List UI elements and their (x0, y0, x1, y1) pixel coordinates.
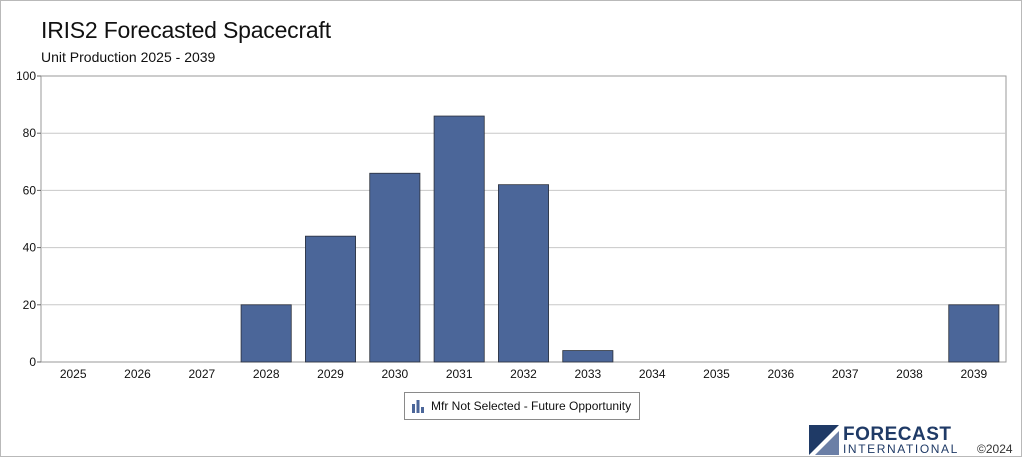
x-tick-label: 2037 (832, 367, 859, 381)
bar (369, 172, 421, 363)
x-tick-label: 2027 (188, 367, 215, 381)
bar (498, 184, 549, 363)
legend[interactable]: Mfr Not Selected - Future Opportunity (404, 392, 641, 420)
x-tick-label: 2030 (381, 367, 408, 381)
copyright-notice: ©2024 (977, 442, 1013, 456)
y-tick-label: 60 (23, 183, 37, 197)
logo-wordmark-secondary: INTERNATIONAL (843, 442, 959, 456)
x-tick-label: 2026 (124, 367, 151, 381)
chart-subtitle: Unit Production 2025 - 2039 (41, 49, 216, 65)
chart-title: IRIS2 Forecasted Spacecraft (41, 17, 331, 43)
x-tick-label: 2036 (767, 367, 794, 381)
y-tick-label: 100 (16, 69, 36, 83)
x-tick-label: 2031 (446, 367, 473, 381)
x-tick-label: 2028 (253, 367, 280, 381)
legend-label: Mfr Not Selected - Future Opportunity (431, 399, 632, 413)
y-tick-label: 80 (23, 126, 37, 140)
x-tick-label: 2029 (317, 367, 344, 381)
x-tick-label: 2033 (574, 367, 601, 381)
bar-chart: 0 20 40 60 80 100 2025 2026 2027 2028 2029 2030 2031… (16, 69, 1007, 381)
y-tick-label: 20 (23, 298, 37, 312)
logo-wordmark-primary: FORECAST (843, 424, 952, 445)
x-tick-label: 2038 (896, 367, 923, 381)
forecast-international-logo: FORECAST INTERNATIONAL (809, 425, 959, 455)
bar (240, 304, 292, 363)
x-tick-label: 2032 (510, 367, 537, 381)
bar (305, 235, 356, 363)
x-tick-label: 2025 (60, 367, 87, 381)
bar (433, 115, 485, 363)
bar (562, 350, 614, 363)
y-tick-label: 40 (23, 241, 37, 255)
x-tick-label: 2039 (960, 367, 987, 381)
bar-chart-icon (412, 400, 424, 413)
bar (948, 304, 1000, 363)
x-tick-label: 2034 (639, 367, 666, 381)
x-tick-label: 2035 (703, 367, 730, 381)
logo-mark-icon (809, 425, 839, 455)
y-tick-label: 0 (29, 355, 36, 369)
